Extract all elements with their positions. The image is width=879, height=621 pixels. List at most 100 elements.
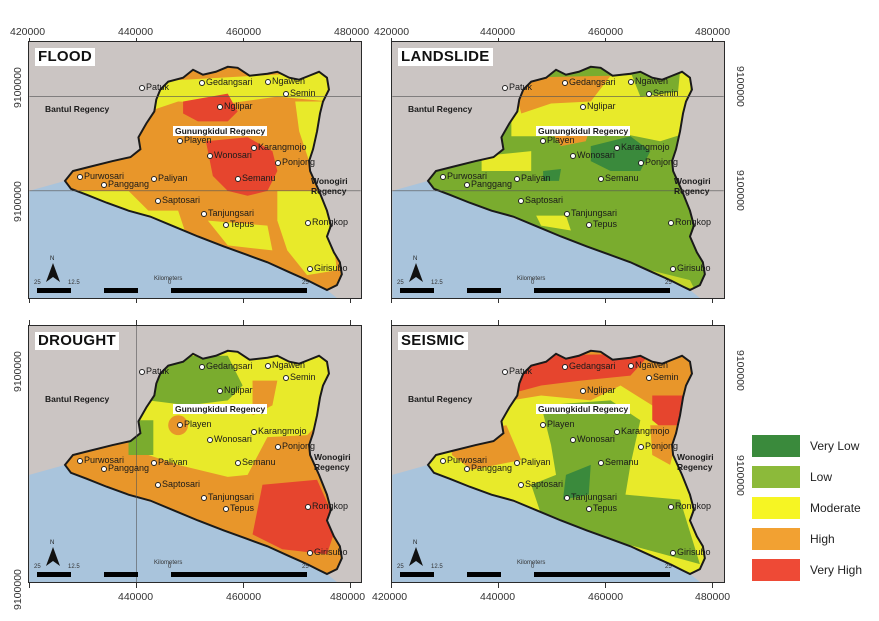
x-tick-label: 440000 (480, 591, 516, 603)
scalebar (400, 572, 670, 577)
svg-text:N: N (413, 540, 417, 546)
place-label: Playen (540, 135, 575, 145)
place-label: Wonosari (207, 434, 252, 444)
place-label: Patuk (502, 366, 532, 376)
x-tick-label: 420000 (372, 591, 408, 603)
place-label: Patuk (139, 366, 169, 376)
place-label: Rongkop (305, 217, 348, 227)
place-label: Ponjong (638, 441, 678, 451)
y-tick-label: 9100000 (734, 66, 746, 107)
place-label: Karangmojo (614, 142, 670, 152)
x-tick-label: 480000 (695, 591, 731, 603)
place-label: Tanjungsari (564, 492, 617, 502)
scalebar-labels: 25 12.5 Kilometers 0 25 (34, 276, 309, 286)
place-label: Ponjong (275, 157, 315, 167)
y-tick-label: 9100000 (12, 67, 24, 108)
place-label: Gedangsari (199, 77, 253, 87)
x-tick-label: 460000 (588, 591, 624, 603)
region-label-bantul: Bantul Regency (408, 394, 473, 404)
place-label: Saptosari (155, 195, 200, 205)
x-tick-label: 440000 (480, 26, 516, 38)
legend-item-low: Low (752, 461, 872, 492)
place-label: Tanjungsari (201, 208, 254, 218)
drought-map (29, 326, 361, 582)
place-label: Nglipar (580, 101, 616, 111)
place-label: Saptosari (518, 195, 563, 205)
svg-text:N: N (50, 256, 54, 262)
legend-item-very-low: Very Low (752, 430, 872, 461)
x-tick-label: 440000 (118, 26, 154, 38)
place-label: Karangmojo (251, 142, 307, 152)
place-label: Karangmojo (614, 426, 670, 436)
place-label: Nglipar (580, 385, 616, 395)
place-label: Semin (283, 88, 316, 98)
place-label: Semanu (235, 457, 276, 467)
place-label: Playen (177, 419, 212, 429)
x-tick-label: 460000 (226, 591, 262, 603)
place-label: Patuk (502, 82, 532, 92)
svg-text:N: N (50, 540, 54, 546)
x-tick-label: 420000 (374, 26, 410, 38)
place-label: Playen (540, 419, 575, 429)
y-tick-label: 9100000 (12, 181, 24, 222)
place-label: Semin (646, 372, 679, 382)
place-label: Panggang (101, 179, 149, 189)
legend-item-high: High (752, 523, 872, 554)
place-label: Gedangsari (562, 361, 616, 371)
legend-label: Very High (810, 562, 863, 577)
place-label: Paliyan (151, 173, 188, 183)
place-label: Tanjungsari (201, 492, 254, 502)
place-label: Ponjong (638, 157, 678, 167)
place-label: Purwosari (440, 171, 487, 181)
flood-map (29, 42, 361, 298)
place-label: Paliyan (151, 457, 188, 467)
place-label: Tepus (586, 503, 617, 513)
place-label: Karangmojo (251, 426, 307, 436)
panel-title: SEISMIC (398, 332, 468, 350)
place-label: Purwosari (77, 171, 124, 181)
place-label: Tanjungsari (564, 208, 617, 218)
place-label: Wonosari (207, 150, 252, 160)
scalebar-labels: 25 12.5 Kilometers 0 25 (34, 560, 309, 570)
place-label: Tepus (223, 503, 254, 513)
place-label: Gedangsari (199, 361, 253, 371)
place-label: Purwosari (77, 455, 124, 465)
place-label: Panggang (464, 463, 512, 473)
place-label: Girisubo (307, 547, 348, 557)
place-label: Rongkop (668, 501, 711, 511)
place-label: Paliyan (514, 173, 551, 183)
place-label: Semanu (235, 173, 276, 183)
legend-swatch (752, 527, 800, 550)
place-label: Saptosari (155, 479, 200, 489)
legend-swatch (752, 465, 800, 488)
legend-item-very-high: Very High (752, 554, 872, 585)
legend-label: Low (810, 469, 833, 484)
place-label: Purwosari (440, 455, 487, 465)
y-tick-label: 9100000 (734, 170, 746, 211)
place-label: Semin (646, 88, 679, 98)
x-tick-label: 480000 (334, 26, 370, 38)
region-label-gunungkidul: Gunungkidul Regency (536, 404, 631, 414)
region-label-wonogiri: Wonogiri Regency (677, 452, 714, 472)
scalebar (37, 288, 307, 293)
north-arrow-icon: N (46, 256, 60, 282)
map-panel-landslide: LANDSLIDE Bantul Regency Gunungkidul Reg… (391, 41, 725, 299)
place-label: Ngawen (628, 360, 668, 370)
region-label-gunungkidul: Gunungkidul Regency (173, 126, 268, 136)
place-label: Ngawen (628, 76, 668, 86)
region-label-bantul: Bantul Regency (45, 394, 110, 404)
region-label-wonogiri: Wonogiri Regency (674, 176, 711, 196)
place-label: Panggang (464, 179, 512, 189)
y-tick-label: 9100000 (734, 455, 746, 496)
place-label: Tepus (586, 219, 617, 229)
y-tick-label: 9100000 (734, 350, 746, 391)
x-tick-label: 480000 (695, 26, 731, 38)
x-tick-label: 480000 (330, 591, 366, 603)
scalebar (400, 288, 670, 293)
place-label: Nglipar (217, 101, 253, 111)
region-label-wonogiri: Wonogiri Regency (311, 176, 348, 196)
legend-swatch (752, 496, 800, 519)
place-label: Playen (177, 135, 212, 145)
place-label: Saptosari (518, 479, 563, 489)
place-label: Ponjong (275, 441, 315, 451)
